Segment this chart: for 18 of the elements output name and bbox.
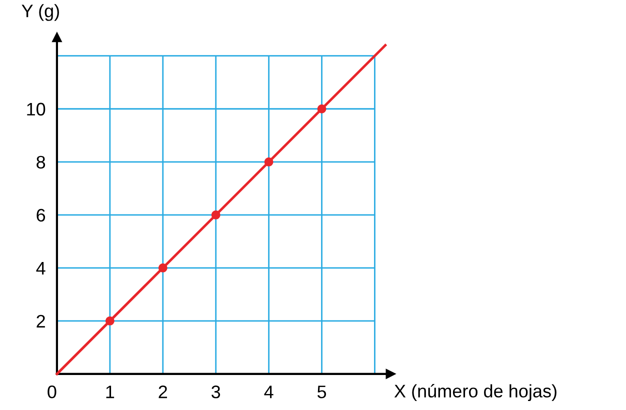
x-axis-title: X (número de hojas) bbox=[394, 384, 556, 402]
point bbox=[317, 104, 326, 114]
x-tick-label: 2 bbox=[158, 386, 168, 398]
x-tick-label: 5 bbox=[317, 386, 326, 398]
x-tick-label: 0 bbox=[48, 386, 56, 398]
x-tick-label: 4 bbox=[264, 386, 274, 398]
y-tick-label: 6 bbox=[36, 208, 46, 222]
y-tick-label: 10 bbox=[27, 102, 46, 116]
y-axis-title: Y (g) bbox=[22, 4, 59, 21]
x-tick-label: 3 bbox=[212, 386, 220, 398]
point bbox=[211, 210, 220, 220]
y-tick-label: 2 bbox=[36, 314, 45, 328]
y-tick-label: 8 bbox=[36, 156, 46, 169]
y-tick-label: 4 bbox=[36, 262, 46, 274]
point bbox=[105, 316, 114, 326]
point bbox=[158, 263, 168, 272]
point bbox=[264, 157, 274, 166]
x-tick-label: 1 bbox=[106, 386, 114, 398]
